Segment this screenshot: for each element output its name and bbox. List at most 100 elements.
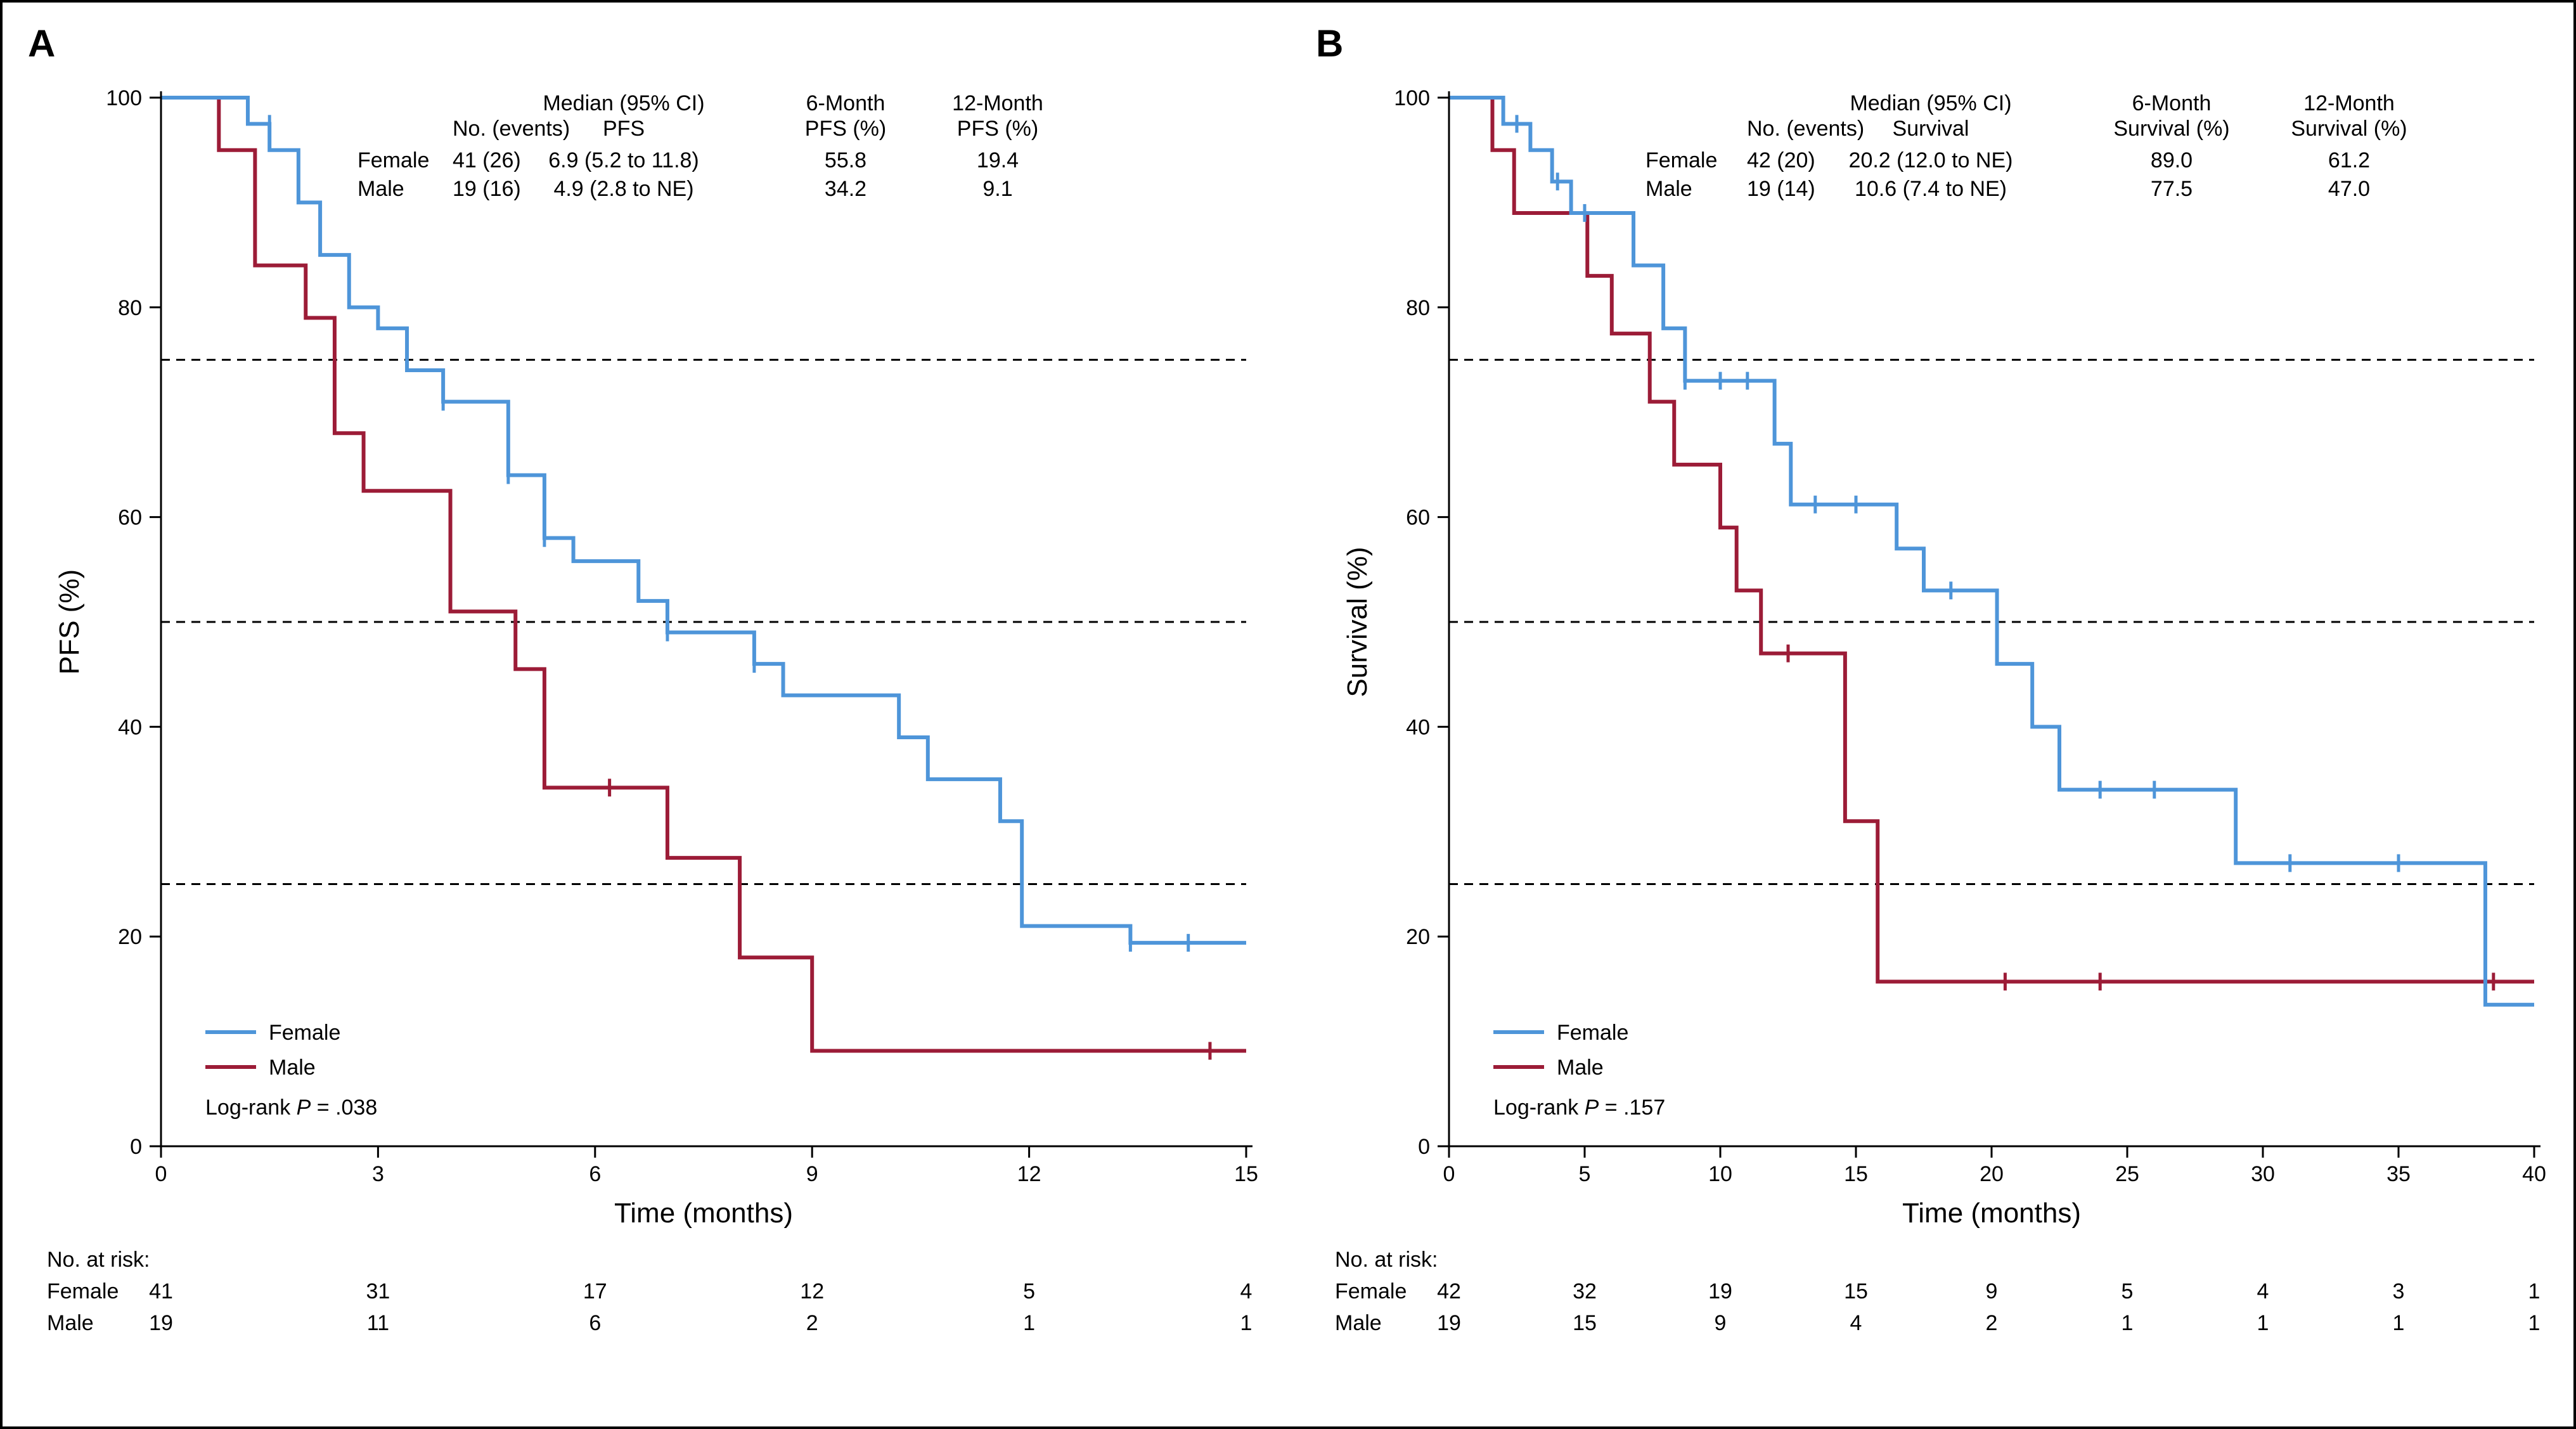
summary-cell: 89.0: [2151, 148, 2193, 172]
logrank-pvalue: Log-rank P = .038: [205, 1096, 377, 1120]
y-tick-label: 100: [106, 86, 142, 110]
summary-header: Survival (%): [2291, 117, 2407, 141]
summary-cell: 19 (14): [1747, 177, 1815, 201]
risk-row-label: Male: [47, 1311, 94, 1335]
summary-cell: 42 (20): [1747, 148, 1815, 172]
summary-header: 12-Month: [952, 91, 1043, 115]
risk-cell: 15: [1844, 1279, 1868, 1303]
risk-cell: 2: [1986, 1311, 1998, 1335]
risk-cell: 3: [2393, 1279, 2405, 1303]
y-axis-title: PFS (%): [54, 569, 85, 675]
legend-label-male: Male: [269, 1056, 316, 1080]
summary-header: PFS: [603, 117, 645, 141]
y-tick-label: 0: [1418, 1135, 1430, 1159]
x-tick-label: 25: [2115, 1162, 2139, 1186]
summary-header: PFS (%): [805, 117, 886, 141]
legend-label-female: Female: [1557, 1021, 1628, 1045]
x-tick-label: 10: [1708, 1162, 1732, 1186]
x-axis-title: Time (months): [614, 1198, 793, 1229]
x-tick-label: 15: [1844, 1162, 1868, 1186]
risk-cell: 5: [2122, 1279, 2134, 1303]
risk-cell: 31: [366, 1279, 390, 1303]
risk-row-label: Female: [1335, 1279, 1407, 1303]
x-tick-label: 20: [1980, 1162, 2004, 1186]
km-figure: A02040608010003691215Time (months)PFS (%…: [0, 0, 2576, 1429]
km-curve-female: [161, 98, 1246, 943]
summary-header: Median (95% CI): [1850, 91, 2011, 115]
legend-label-female: Female: [269, 1021, 340, 1045]
risk-cell: 19: [1437, 1311, 1461, 1335]
panel-A: A02040608010003691215Time (months)PFS (%…: [3, 3, 1291, 1426]
risk-cell: 1: [1023, 1311, 1035, 1335]
risk-cell: 9: [1986, 1279, 1998, 1303]
summary-header: PFS (%): [957, 117, 1038, 141]
y-tick-label: 0: [130, 1135, 142, 1159]
km-curve-female: [1449, 98, 2534, 1005]
panel-B: B0204060801000510152025303540Time (month…: [1291, 3, 2576, 1426]
risk-row-label: Female: [47, 1279, 119, 1303]
risk-cell: 4: [2257, 1279, 2269, 1303]
summary-cell: 20.2 (12.0 to NE): [1849, 148, 2013, 172]
summary-header: Survival (%): [2113, 117, 2229, 141]
risk-row-label: Male: [1335, 1311, 1382, 1335]
summary-cell: 41 (26): [453, 148, 521, 172]
summary-row-label: Male: [357, 177, 404, 201]
summary-row-label: Female: [1645, 148, 1717, 172]
km-plot-svg: 02040608010003691215Time (months)PFS (%)…: [9, 15, 1284, 1419]
y-tick-label: 20: [118, 925, 142, 949]
x-tick-label: 5: [1579, 1162, 1591, 1186]
summary-cell: 34.2: [825, 177, 866, 201]
risk-cell: 1: [2528, 1279, 2541, 1303]
summary-header: 6-Month: [2132, 91, 2212, 115]
y-tick-label: 60: [118, 506, 142, 530]
risk-cell: 6: [589, 1311, 601, 1335]
x-tick-label: 9: [806, 1162, 818, 1186]
summary-row-label: Male: [1645, 177, 1692, 201]
x-tick-label: 12: [1017, 1162, 1041, 1186]
x-tick-label: 30: [2251, 1162, 2275, 1186]
x-axis-title: Time (months): [1902, 1198, 2081, 1229]
summary-header: Median (95% CI): [543, 91, 704, 115]
risk-cell: 11: [367, 1311, 389, 1335]
risk-cell: 1: [2528, 1311, 2541, 1335]
y-tick-label: 100: [1394, 86, 1430, 110]
summary-cell: 61.2: [2328, 148, 2370, 172]
panel-label: A: [28, 22, 55, 65]
y-tick-label: 80: [118, 296, 142, 320]
risk-cell: 9: [1715, 1311, 1727, 1335]
risk-cell: 15: [1573, 1311, 1597, 1335]
risk-cell: 19: [149, 1311, 173, 1335]
km-plot-svg: 0204060801000510152025303540Time (months…: [1297, 15, 2572, 1419]
km-curve-male: [1449, 98, 2534, 981]
risk-cell: 41: [149, 1279, 173, 1303]
summary-cell: 6.9 (5.2 to 11.8): [548, 148, 699, 172]
summary-cell: 4.9 (2.8 to NE): [553, 177, 693, 201]
summary-row-label: Female: [357, 148, 429, 172]
summary-cell: 9.1: [982, 177, 1012, 201]
summary-cell: 77.5: [2151, 177, 2193, 201]
summary-cell: 19.4: [977, 148, 1019, 172]
summary-header: 6-Month: [806, 91, 886, 115]
risk-cell: 1: [1240, 1311, 1253, 1335]
risk-cell: 5: [1023, 1279, 1035, 1303]
summary-header: No. (events): [453, 117, 570, 141]
risk-table-title: No. at risk:: [1335, 1248, 1438, 1272]
x-tick-label: 3: [372, 1162, 384, 1186]
summary-header: 12-Month: [2303, 91, 2395, 115]
panel-label: B: [1316, 22, 1343, 65]
logrank-pvalue: Log-rank P = .157: [1493, 1096, 1665, 1120]
y-tick-label: 40: [1406, 715, 1430, 739]
y-tick-label: 60: [1406, 506, 1430, 530]
x-tick-label: 15: [1234, 1162, 1258, 1186]
summary-cell: 10.6 (7.4 to NE): [1855, 177, 2007, 201]
risk-cell: 42: [1437, 1279, 1461, 1303]
legend-label-male: Male: [1557, 1056, 1604, 1080]
risk-cell: 4: [1850, 1311, 1862, 1335]
risk-cell: 1: [2122, 1311, 2134, 1335]
risk-table-title: No. at risk:: [47, 1248, 150, 1272]
risk-cell: 17: [583, 1279, 607, 1303]
risk-cell: 1: [2257, 1311, 2269, 1335]
x-tick-label: 6: [589, 1162, 601, 1186]
summary-cell: 19 (16): [453, 177, 521, 201]
risk-cell: 2: [806, 1311, 818, 1335]
